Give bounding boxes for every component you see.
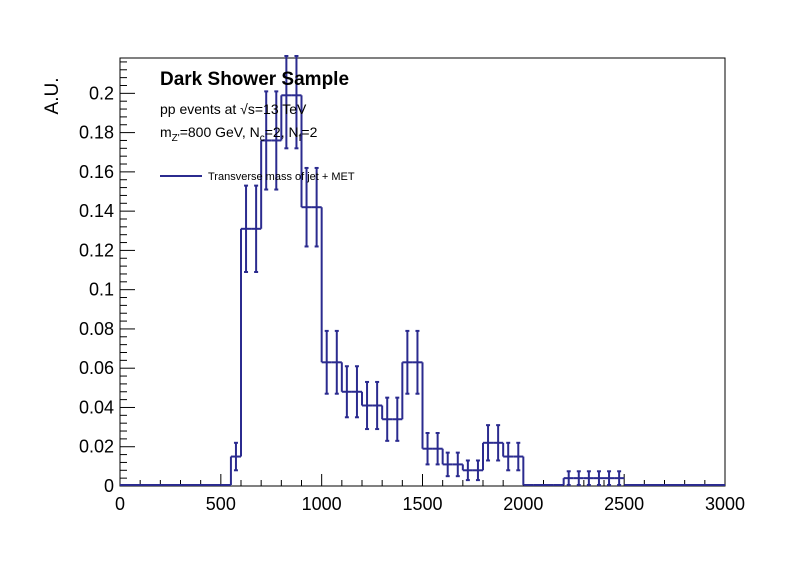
subtitle-prefix: pp events at	[160, 101, 240, 117]
sqrt-s: √s	[240, 101, 255, 117]
x-tick-label: 2500	[604, 494, 644, 514]
subtitle-line-2: mZ'=800 GeV, Nc=2, Nf=2	[160, 124, 318, 144]
y-axis-title: A.U.	[42, 78, 63, 115]
x-tick-label: 1000	[302, 494, 342, 514]
y-tick-label: 0.2	[89, 83, 114, 103]
y-tick-label: 0.16	[79, 162, 114, 182]
chart-title: Dark Shower Sample	[160, 69, 349, 90]
axis-ticks	[119, 61, 726, 487]
mass-value: =800 GeV, N	[180, 124, 260, 140]
y-tick-labels: 0 0.02 0.04 0.06 0.08 0.1 0.12 0.14 0.16 0.18 0.2	[79, 83, 114, 496]
x-tick-label: 3000	[705, 494, 745, 514]
y-tick-label: 0.04	[79, 397, 114, 417]
y-tick-label: 0.14	[79, 201, 114, 221]
legend-label: Transverse mass of jet + MET	[208, 171, 355, 183]
nc-value: =2, N	[265, 124, 299, 140]
histogram-series	[120, 55, 725, 487]
x-tick-label: 2000	[503, 494, 543, 514]
y-tick-label: 0.02	[79, 437, 114, 457]
nc-subscript: c	[260, 133, 265, 144]
y-tick-label: 0.12	[79, 240, 114, 260]
y-tick-label: 0.18	[79, 123, 114, 143]
mass-symbol: m	[160, 124, 172, 140]
y-tick-label: 0.1	[89, 280, 114, 300]
y-tick-label: 0	[104, 476, 114, 496]
x-tick-label: 1500	[402, 494, 442, 514]
x-tick-label: 500	[206, 494, 236, 514]
y-tick-label: 0.06	[79, 358, 114, 378]
x-tick-labels: 0 500 1000 1500 2000 2500 3000	[115, 494, 745, 514]
x-tick-label: 0	[115, 494, 125, 514]
subtitle-line-1: pp events at √s=13 TeV	[160, 101, 307, 117]
legend: Transverse mass of jet + MET	[160, 171, 355, 183]
subtitle-suffix: =13 TeV	[255, 101, 307, 117]
nf-value: =2	[301, 124, 317, 140]
y-tick-label: 0.08	[79, 319, 114, 339]
mass-subscript: Z'	[172, 133, 180, 144]
nf-subscript: f	[299, 133, 302, 144]
